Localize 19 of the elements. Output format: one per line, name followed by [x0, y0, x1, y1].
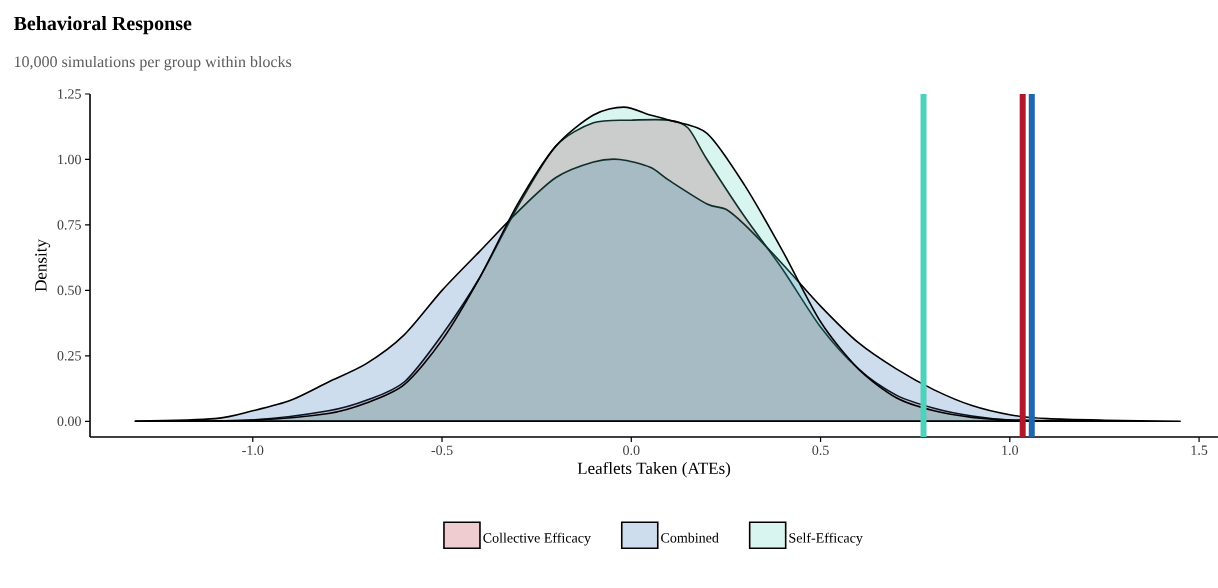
y-tick-label: 0.25 — [57, 351, 81, 361]
x-tick-label: -0.5 — [431, 445, 453, 456]
x-tick-label: 0.0 — [623, 445, 640, 456]
x-tick-label: 1.0 — [1002, 445, 1019, 456]
y-tick-label: 1.25 — [58, 89, 81, 99]
legend-label: Self-Efficacy — [789, 532, 863, 546]
chart-title: Behavioral Response — [13, 16, 192, 35]
legend-label: Collective Efficacy — [483, 532, 591, 546]
y-axis-title: Density — [35, 239, 51, 292]
x-tick-label: -1.0 — [242, 445, 264, 456]
chart-subtitle: 10,000 simulations per group within blocks — [14, 55, 292, 71]
y-tick-label: 0.00 — [57, 416, 81, 427]
legend-label: Combined — [661, 532, 719, 543]
y-tick-label: 1.00 — [58, 154, 81, 165]
y-tick-label: 0.75 — [57, 220, 81, 230]
x-tick-label: 0.5 — [812, 445, 829, 456]
x-tick-label: 1.5 — [1191, 445, 1208, 455]
x-axis-title: Leaflets Taken (ATEs) — [577, 461, 731, 478]
y-tick-label: 0.50 — [57, 285, 81, 296]
